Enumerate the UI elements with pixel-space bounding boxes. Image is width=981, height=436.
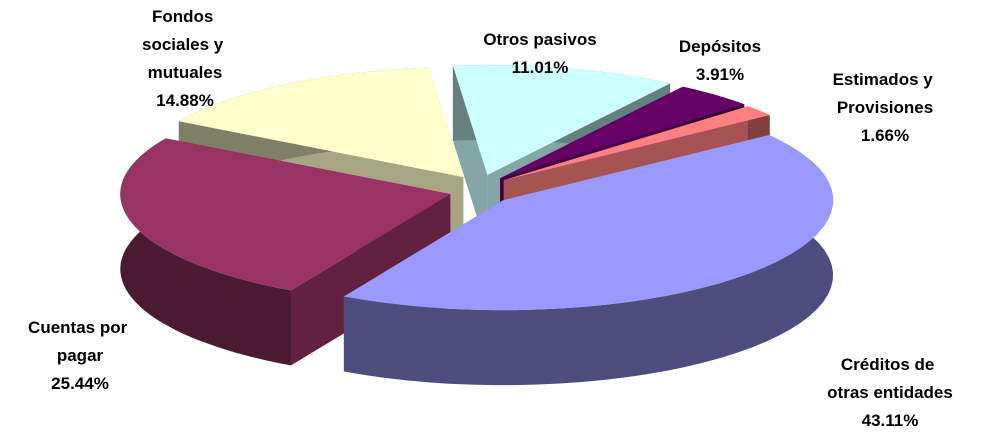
label-line: sociales y [142, 35, 228, 54]
slice [120, 138, 451, 291]
label-line: Provisiones [837, 98, 933, 117]
value-label: 25.44% [51, 374, 109, 393]
label-line: otras entidades [827, 383, 953, 402]
category-label: Otros pasivos [483, 30, 596, 49]
slice [343, 135, 833, 311]
slice [178, 67, 464, 178]
label-line: Depósitos [679, 37, 761, 56]
category-label: Créditos de otras entidades [827, 355, 953, 402]
value-label: 43.11% [862, 411, 919, 430]
label-line: mutuales [148, 63, 223, 82]
label-line: Otros pasivos [483, 30, 596, 49]
label-line: Estimados y [833, 70, 938, 89]
label-line: Cuentas por [28, 318, 132, 337]
category-label: Depósitos [679, 37, 761, 56]
slice [500, 86, 745, 179]
value-label: 1.66% [861, 126, 909, 145]
label-line: Créditos de [841, 355, 939, 374]
slice [452, 65, 671, 175]
value-label: 14.88% [156, 91, 214, 110]
category-label: Cuentas por pagar [28, 318, 132, 365]
value-label: 3.91% [696, 65, 744, 84]
slice-wall [343, 135, 833, 386]
label-line: Fondos [152, 7, 218, 26]
label-line: pagar [57, 346, 104, 365]
slice [503, 106, 770, 181]
category-label: Estimados y Provisiones [833, 70, 938, 117]
value-label: 11.01% [512, 58, 569, 77]
category-label: Fondos sociales y mutuales [142, 7, 228, 82]
